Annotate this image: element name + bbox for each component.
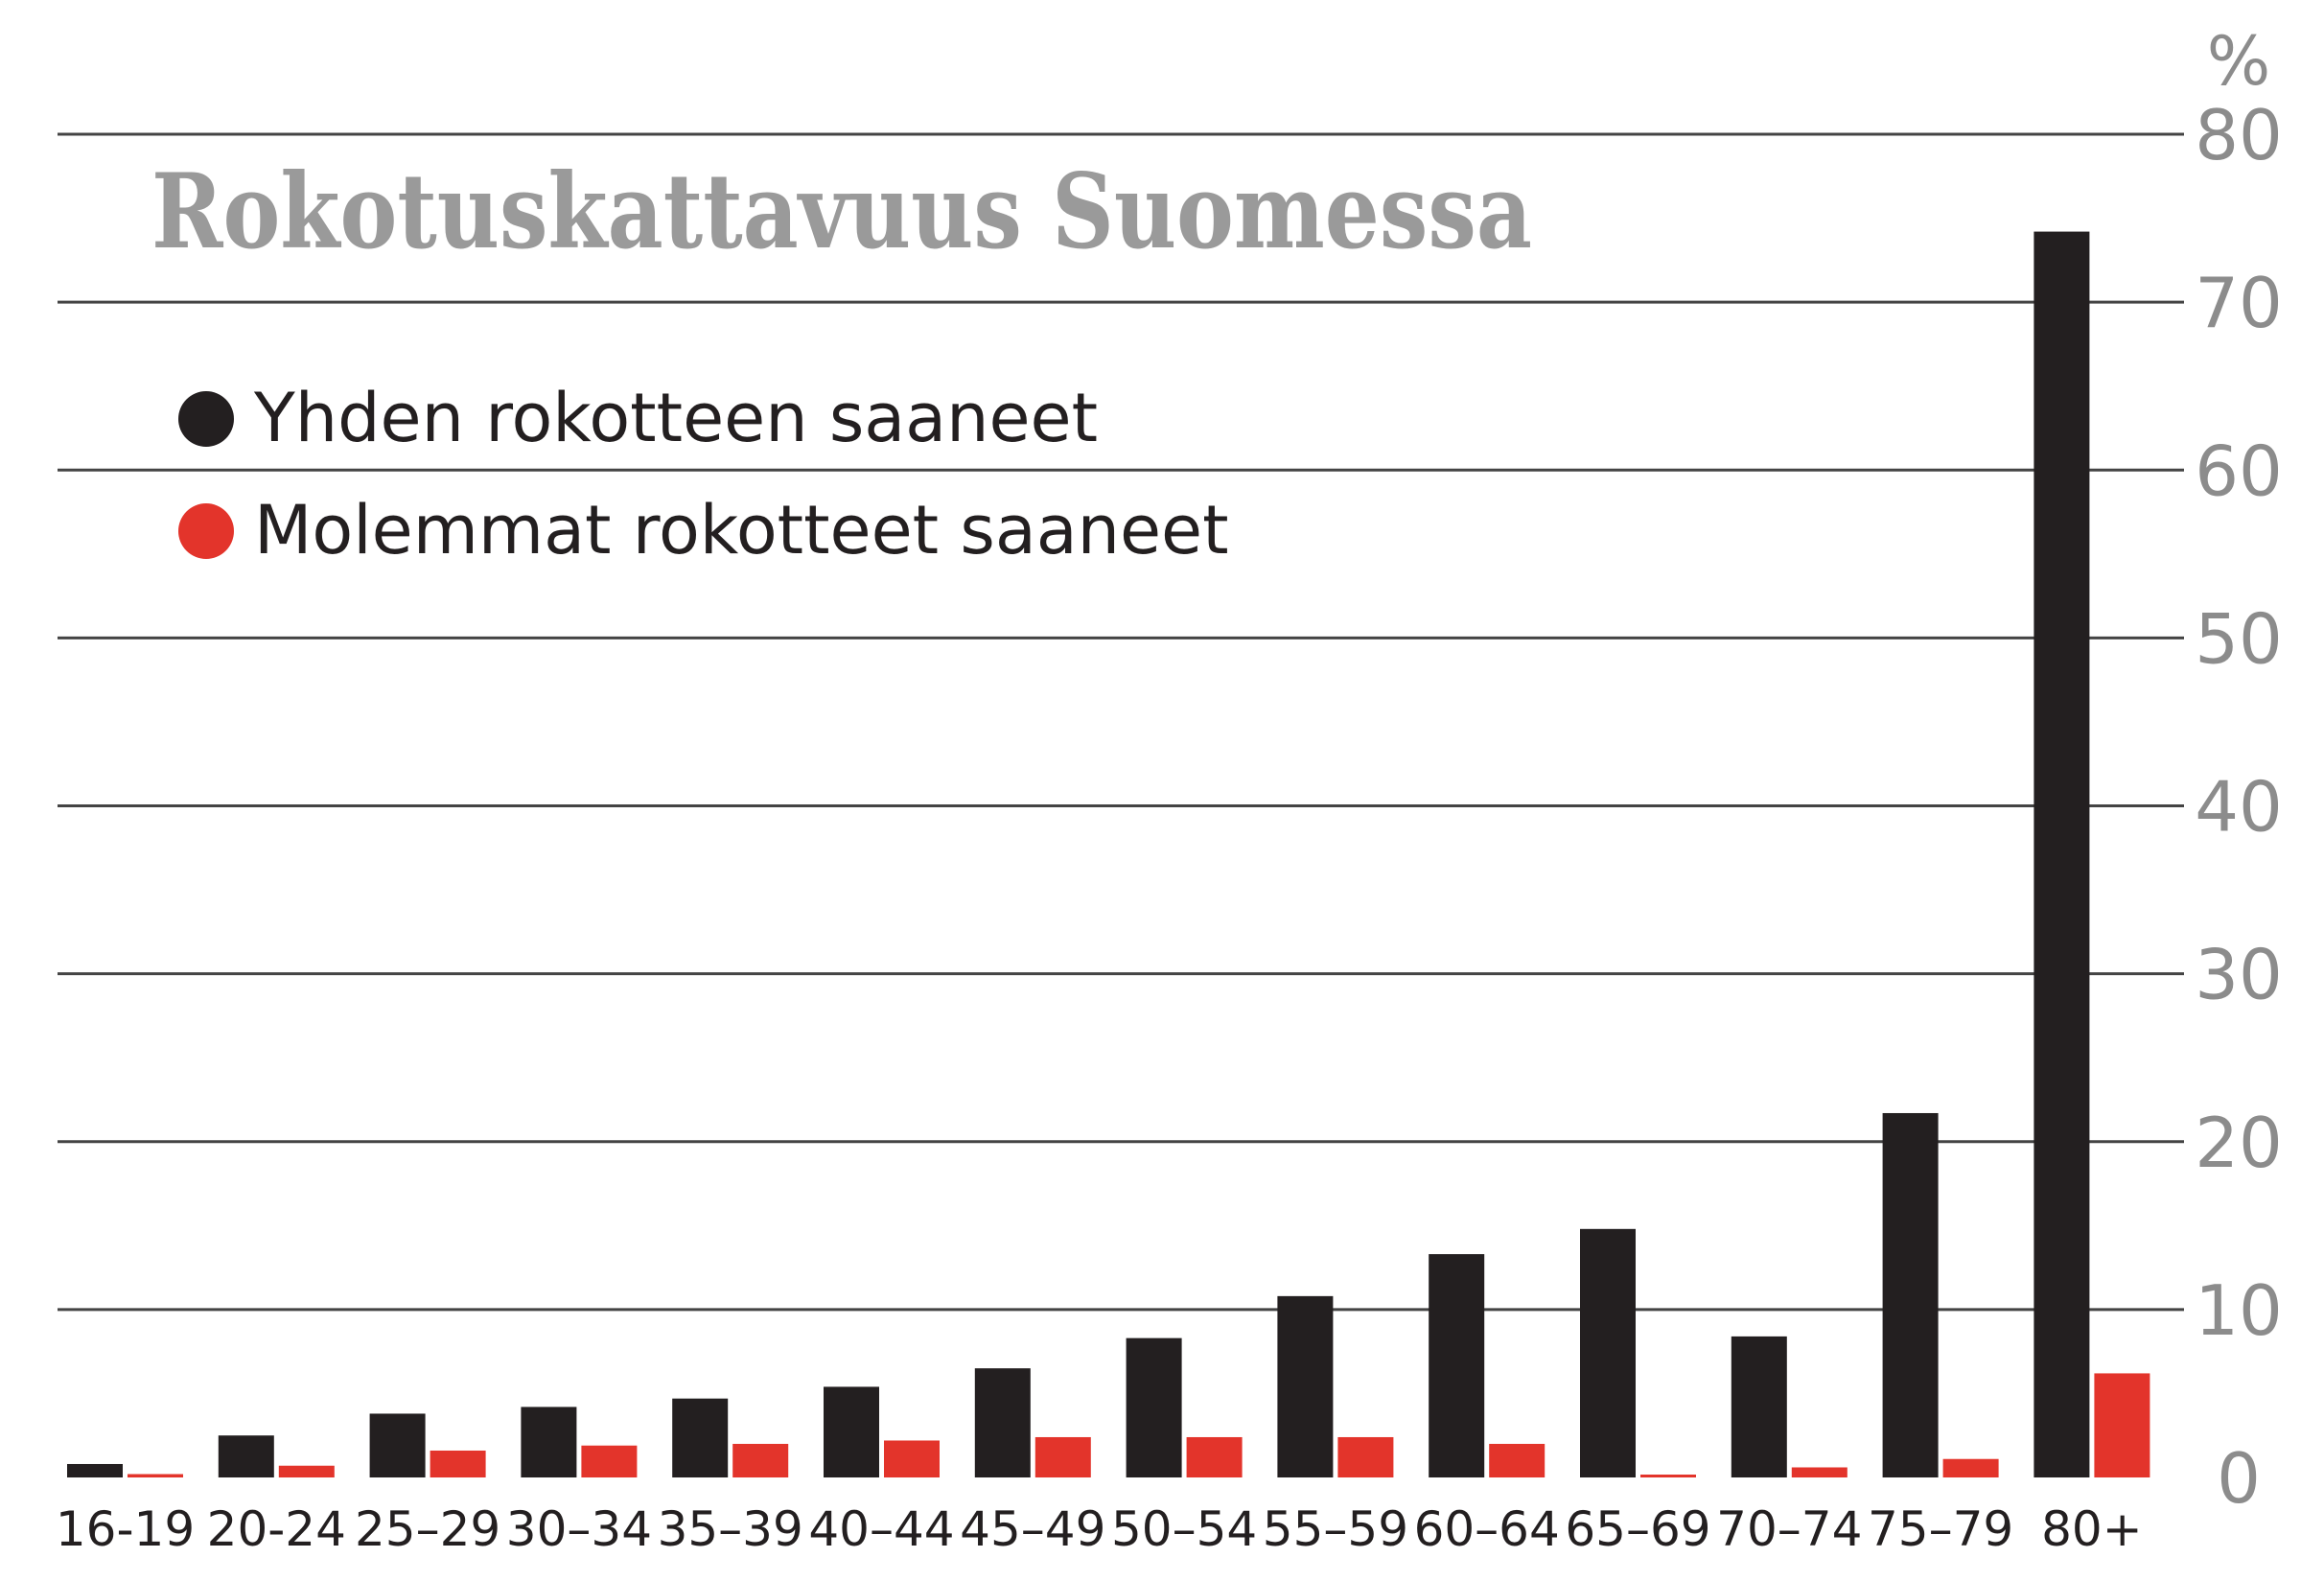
x-tick-label: 40–44 xyxy=(808,1501,954,1557)
bar-two-doses-25–29 xyxy=(430,1450,486,1477)
x-tick-label: 55–59 xyxy=(1263,1501,1408,1557)
bar-two-doses-50–54 xyxy=(1186,1436,1243,1477)
bar-two-doses-20-24 xyxy=(278,1465,335,1477)
x-tick-label: 45–49 xyxy=(960,1501,1105,1557)
y-tick-label: 80 xyxy=(2195,95,2283,175)
y-tick-label: 50 xyxy=(2195,598,2283,679)
bar-one-dose-35–39 xyxy=(672,1398,729,1477)
bar-one-dose-40–44 xyxy=(824,1386,879,1477)
bar-one-dose-20-24 xyxy=(218,1435,274,1477)
bar-two-doses-30–34 xyxy=(581,1445,638,1477)
bar-two-doses-80+ xyxy=(2094,1373,2150,1477)
bar-one-dose-25–29 xyxy=(369,1413,426,1477)
x-axis-ticks: 16-19 20-24 25–29 30–34 35–39 40–44 45–49 50–54… xyxy=(56,1501,2143,1557)
bar-two-doses-70–74 xyxy=(1791,1467,1848,1477)
bar-one-dose-45–49 xyxy=(974,1368,1031,1477)
x-tick-label: 50–54 xyxy=(1111,1501,1257,1557)
x-tick-label: 20-24 xyxy=(207,1501,346,1557)
bar-two-doses-75–79 xyxy=(1942,1458,1999,1477)
y-tick-label: 10 xyxy=(2195,1270,2283,1351)
y-tick-label: 60 xyxy=(2195,430,2283,511)
bar-two-doses-45–49 xyxy=(1034,1436,1091,1477)
bar-one-dose-65–69 xyxy=(1580,1228,1636,1477)
y-tick-label: 20 xyxy=(2195,1103,2283,1183)
bars xyxy=(67,231,2150,1477)
y-axis-unit: % xyxy=(2207,22,2271,101)
bar-one-dose-80+ xyxy=(2034,231,2090,1477)
legend-dot-icon xyxy=(178,503,234,559)
legend-dot-icon xyxy=(178,391,234,447)
bar-one-dose-30–34 xyxy=(521,1407,577,1477)
bar-one-dose-16-19 xyxy=(67,1463,123,1477)
x-tick-label: 16-19 xyxy=(56,1501,195,1557)
bar-one-dose-60–64 xyxy=(1429,1254,1485,1477)
bar-two-doses-60–64 xyxy=(1489,1443,1545,1477)
x-tick-label: 25–29 xyxy=(355,1501,500,1557)
bar-one-dose-70–74 xyxy=(1731,1336,1787,1477)
y-axis-ticks: 0 10 20 30 40 50 60 70 80 xyxy=(2195,95,2283,1519)
x-tick-label: 60–64 xyxy=(1414,1501,1560,1557)
bar-two-doses-55–59 xyxy=(1337,1436,1394,1477)
x-tick-label: 70–74 xyxy=(1716,1501,1862,1557)
x-tick-label: 75–79 xyxy=(1868,1501,2013,1557)
legend-item: Yhden rokotteen saaneet xyxy=(178,379,1098,457)
y-tick-label: 70 xyxy=(2195,263,2283,343)
legend-label: Yhden rokotteen saaneet xyxy=(253,379,1098,457)
legend-label: Molemmat rokotteet saaneet xyxy=(254,491,1229,570)
x-tick-label: 35–39 xyxy=(658,1501,803,1557)
legend-item: Molemmat rokotteet saaneet xyxy=(178,491,1229,570)
y-tick-label: 0 xyxy=(2217,1438,2261,1519)
x-tick-label: 65–69 xyxy=(1565,1501,1710,1557)
bar-one-dose-55–59 xyxy=(1277,1295,1334,1477)
y-tick-label: 30 xyxy=(2195,935,2283,1015)
bar-one-dose-50–54 xyxy=(1126,1337,1182,1477)
y-tick-label: 40 xyxy=(2195,767,2283,848)
bar-two-doses-35–39 xyxy=(732,1443,789,1477)
legend: Yhden rokotteen saaneet Molemmat rokottee… xyxy=(178,379,1229,570)
bar-two-doses-40–44 xyxy=(884,1440,940,1477)
bar-two-doses-65–69 xyxy=(1640,1475,1696,1477)
x-tick-label: 30–34 xyxy=(506,1501,652,1557)
x-tick-label: 80+ xyxy=(2041,1501,2143,1557)
bar-one-dose-75–79 xyxy=(1882,1112,1939,1477)
gridlines xyxy=(58,132,2184,1312)
chart-title: Rokotuskattavuus Suomessa xyxy=(151,151,1532,272)
bar-two-doses-16-19 xyxy=(128,1474,183,1477)
